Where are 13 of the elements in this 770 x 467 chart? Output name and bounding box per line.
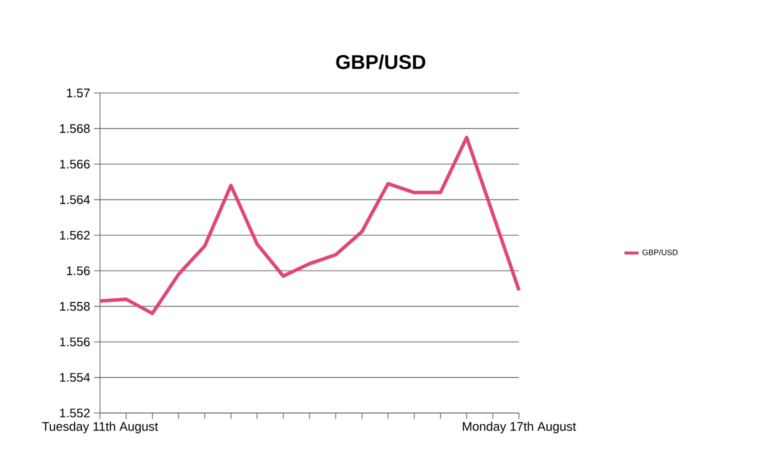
y-tick-label: 1.56 [66, 266, 90, 276]
y-tick-label: 1.564 [60, 195, 90, 204]
y-tick-label: 1.57 [66, 88, 90, 98]
y-tick-label: 1.566 [60, 160, 90, 169]
y-tick-label: 1.568 [60, 124, 90, 133]
y-tick-label: 1.556 [60, 337, 90, 346]
y-tick-label: 1.562 [60, 230, 90, 240]
x-tick-label: Monday 17th August [462, 422, 576, 434]
y-tick-label: 1.554 [60, 373, 90, 382]
y-tick-label: 1.558 [60, 302, 90, 311]
chart-title: GBP/USD [336, 54, 426, 70]
x-tick-label: Tuesday 11th August [42, 422, 158, 434]
y-tick-label: 1.552 [60, 408, 90, 418]
